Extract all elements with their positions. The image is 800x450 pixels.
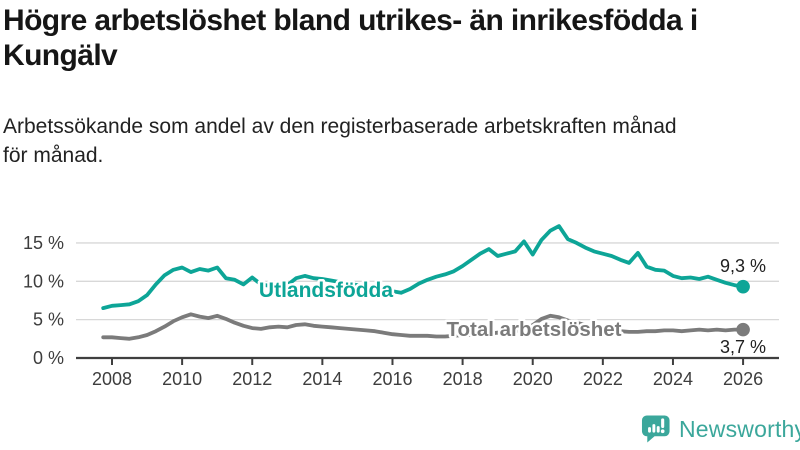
x-tick-label-2012: 2012 — [232, 369, 272, 389]
newsworthy-logo: Newsworthy — [641, 413, 800, 445]
series-end-dot-utlandsfodda — [736, 279, 750, 294]
y-tick-label-10: 10 % — [23, 271, 64, 291]
series-end-value-total-arbetsloshet: 3,7 % — [720, 337, 766, 357]
x-tick-label-2024: 2024 — [653, 369, 693, 389]
series-inline-label-total-arbetsloshet: Total arbetslöshet — [446, 318, 621, 341]
x-tick-label-2020: 2020 — [513, 369, 553, 389]
series-end-value-utlandsfodda: 9,3 % — [720, 256, 766, 276]
series-end-dot-total-arbetsloshet — [736, 322, 750, 337]
x-tick-label-2026: 2026 — [723, 369, 763, 389]
series-line-total-arbetsloshet — [101, 312, 745, 341]
y-tick-label-15: 15 % — [23, 233, 64, 253]
chart-title: Högre arbetslöshet bland utrikes- än inr… — [3, 4, 698, 72]
x-tick-label-2016: 2016 — [372, 369, 412, 389]
series-inline-label-utlandsfodda: Utlandsfödda — [259, 279, 393, 302]
x-tick-label-2008: 2008 — [92, 369, 132, 389]
x-tick-label-2022: 2022 — [583, 369, 623, 389]
chart-subtitle: Arbetssökande som andel av den registerb… — [3, 115, 677, 167]
newsworthy-bubble-chart-icon — [641, 415, 670, 443]
newsworthy-logo-text: Newsworthy — [679, 415, 800, 442]
y-tick-label-5: 5 % — [33, 310, 64, 330]
x-tick-label-2010: 2010 — [162, 369, 202, 389]
y-tick-label-0: 0 % — [33, 348, 64, 368]
series-line-utlandsfodda — [101, 224, 745, 310]
x-tick-label-2018: 2018 — [443, 369, 483, 389]
x-tick-label-2014: 2014 — [302, 369, 342, 389]
